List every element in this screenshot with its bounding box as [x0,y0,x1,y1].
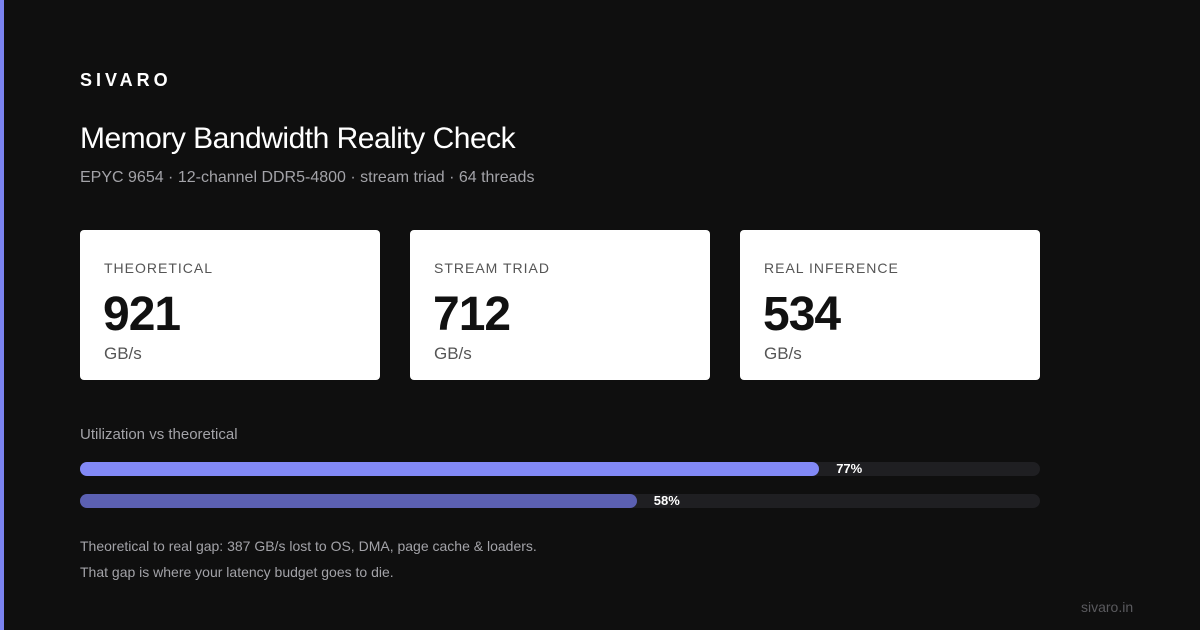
brand: SIVARO [80,70,172,90]
title: Memory Bandwidth Reality Check [80,122,516,155]
utilization-title: Utilization vs theoretical [80,426,238,443]
card-unit: GB/s [104,344,142,363]
bar-label: 58% [653,493,680,508]
subtitle: EPYC 9654 · 12-channel DDR5-4800 · strea… [80,169,535,186]
bar [80,494,637,508]
bar-track: 77% [80,461,1040,476]
card-unit: GB/s [764,344,802,363]
card-value: 534 [763,288,841,341]
card-label: THEORETICAL [104,260,214,276]
bar [80,462,820,476]
bar-track: 58% [80,493,1040,508]
card-label: STREAM TRIAD [434,260,550,276]
note: That gap is where your latency budget go… [80,564,394,580]
note: Theoretical to real gap: 387 GB/s lost t… [80,538,537,554]
card-value: 712 [433,288,511,341]
card-unit: GB/s [434,344,472,363]
bar-label: 77% [836,461,863,476]
card-label: REAL INFERENCE [764,260,899,276]
accent-bar [0,0,4,630]
footer-url: sivaro.in [1081,599,1134,615]
stat-card: STREAM TRIAD 712 GB/s [410,230,710,380]
stat-card: THEORETICAL 921 GB/s [80,230,380,380]
stat-card: REAL INFERENCE 534 GB/s [740,230,1040,380]
card-value: 921 [103,288,181,341]
